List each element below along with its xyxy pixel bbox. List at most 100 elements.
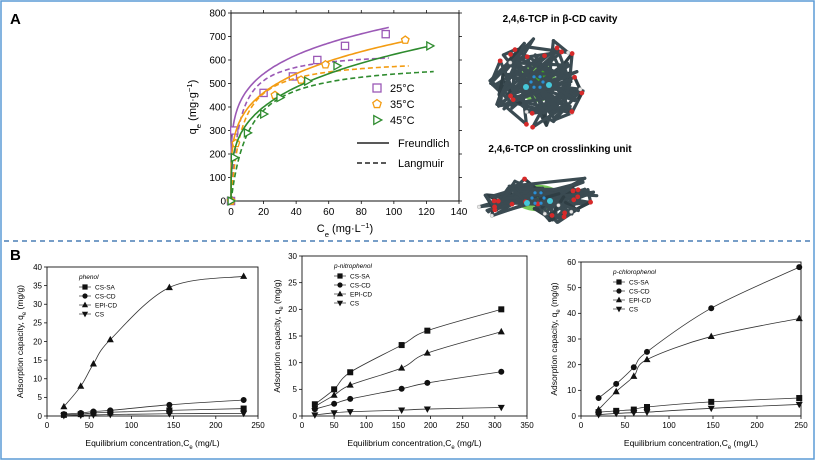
oxygen-atom — [588, 199, 593, 205]
data-point-1-4 — [424, 379, 431, 386]
data-point-2-1 — [612, 387, 620, 395]
legend-label-0: CS-SA — [95, 285, 116, 292]
x-axis-label: Equilibrium concentration,Ce (mg/L) — [85, 438, 219, 451]
legend-label-langmuir: Langmuir — [398, 158, 444, 170]
molecule-top-caption: 2,4,6-TCP in β-CD cavity — [503, 14, 618, 25]
legend-marker-1 — [372, 98, 382, 109]
oxygen-atom — [569, 51, 575, 56]
hydrogen-atom — [508, 60, 513, 65]
y-axis-label: Adsorption capacity, qe (mg/g) — [272, 279, 285, 392]
data-point-0-4 — [313, 55, 322, 65]
legend-marker-2 — [81, 301, 89, 308]
x-tick-label: 0 — [228, 207, 234, 218]
data-point-1-3 — [644, 348, 651, 355]
legend-label-1: 35°C — [390, 99, 415, 111]
data-point-2-4 — [165, 283, 173, 291]
y-tick-label: 30 — [33, 300, 42, 309]
molecule-crosslinking-unit — [477, 176, 599, 224]
x-tick-label: 40 — [291, 207, 303, 218]
hydrogen-atom — [566, 50, 571, 55]
guest-ring-atom — [539, 201, 543, 205]
guest-ring-atom — [539, 191, 543, 195]
data-point-0-5 — [498, 306, 505, 313]
bond-stick — [553, 111, 574, 122]
guest-ring-atom — [532, 85, 536, 89]
y-tick-label: 400 — [209, 103, 226, 114]
hydrogen-atom — [578, 87, 583, 92]
bond-stick — [531, 61, 569, 129]
legend-label-1: CS-CD — [629, 289, 650, 296]
x-axis-label: Ce (mg·L−1) — [317, 221, 373, 239]
legend-label-3: CS — [350, 301, 360, 308]
data-point-2-5 — [497, 327, 505, 335]
data-point-0-4 — [424, 327, 431, 334]
x-tick-label: 200 — [209, 421, 223, 430]
hydrogen-atom — [556, 203, 561, 208]
data-point-1-4 — [708, 305, 715, 312]
panel-label-a: A — [10, 11, 21, 28]
y-tick-label: 10 — [33, 375, 42, 384]
y-tick-label: 5 — [293, 385, 298, 394]
y-tick-label: 0 — [220, 197, 226, 208]
data-point-0-2 — [347, 369, 354, 376]
oxygen-atom — [529, 110, 535, 116]
data-point-3-1 — [612, 410, 620, 418]
x-tick-label: 250 — [251, 421, 265, 430]
langmuir-curve-0 — [230, 57, 389, 202]
guest-ring-atom — [533, 201, 537, 205]
data-point-1-5 — [498, 368, 505, 375]
y-tick-label: 20 — [567, 360, 576, 369]
data-point-3-3 — [398, 407, 406, 414]
legend-label-2: 45°C — [390, 115, 415, 127]
bond-stick — [502, 103, 529, 126]
oxygen-atom — [579, 90, 585, 96]
data-point-1-0 — [595, 395, 602, 402]
x-tick-label: 150 — [392, 421, 406, 430]
oxygen-atom — [508, 51, 513, 57]
y-tick-label: 5 — [38, 393, 43, 402]
y-tick-label: 0 — [293, 412, 298, 421]
bond-stick — [518, 187, 580, 192]
guest-ring-atom — [538, 75, 542, 79]
data-point-1-3 — [398, 385, 405, 392]
chlorine-atom — [547, 198, 553, 204]
data-point-1-4 — [166, 401, 173, 408]
oxygen-atom — [570, 188, 576, 194]
data-point-3-3 — [643, 409, 651, 416]
legend-label-3: CS — [629, 307, 639, 314]
oxygen-atom — [575, 194, 581, 200]
x-tick-label: 100 — [386, 207, 403, 218]
y-tick-label: 100 — [209, 173, 226, 184]
legend-marker-3 — [336, 300, 344, 307]
guest-ring-atom — [530, 196, 534, 200]
oxygen-atom — [508, 93, 513, 99]
legend-marker-1 — [82, 293, 88, 299]
x-axis-label: Equilibrium concentration,Ce (mg/L) — [347, 438, 481, 451]
y-tick-label: 30 — [567, 335, 576, 344]
panel-label-b: B — [10, 247, 21, 264]
data-point-0-1 — [230, 126, 239, 135]
chlorine-atom — [523, 84, 529, 90]
chlorine-atom — [524, 200, 530, 206]
oxygen-atom — [524, 121, 529, 127]
hydrogen-atom — [477, 204, 482, 209]
y-tick-label: 300 — [209, 126, 226, 137]
data-point-0-3 — [644, 404, 651, 411]
oxygen-atom — [572, 74, 577, 80]
x-tick-label: 150 — [706, 421, 720, 430]
hydrogen-atom — [489, 213, 494, 218]
data-point-0-5 — [340, 41, 350, 51]
guest-ring-atom — [538, 85, 542, 89]
y-tick-label: 20 — [33, 337, 42, 346]
x-tick-label: 0 — [579, 421, 584, 430]
data-point-1-2 — [347, 395, 354, 402]
y-tick-label: 10 — [567, 386, 576, 395]
oxygen-atom — [495, 198, 501, 204]
y-tick-label: 25 — [288, 278, 297, 287]
data-point-3-3 — [106, 411, 114, 419]
oxygen-atom — [497, 58, 503, 64]
data-point-2-3 — [643, 355, 651, 363]
x-tick-label: 120 — [418, 207, 435, 218]
legend-marker-0 — [82, 284, 88, 290]
data-point-0-6 — [381, 29, 390, 39]
